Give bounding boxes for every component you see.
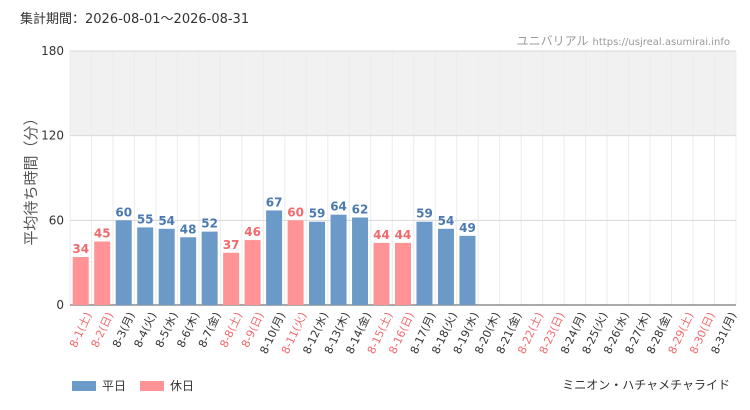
y-tick-label: 180	[41, 44, 64, 58]
bar	[201, 231, 218, 305]
bar	[437, 228, 454, 305]
bar	[244, 240, 261, 305]
site-url[interactable]: https://usjreal.asumirai.info	[592, 37, 730, 48]
legend-weekday: 平日	[72, 377, 126, 394]
bar	[180, 237, 197, 305]
bar	[352, 217, 369, 305]
bar	[266, 210, 283, 305]
bar	[395, 242, 411, 305]
bar	[459, 235, 476, 305]
shaded-band	[70, 51, 736, 136]
collection-period: 集計期間：2026-08-01～2026-08-31	[20, 12, 250, 27]
bar	[416, 221, 433, 305]
bar	[115, 220, 132, 305]
bar-value-label: 54	[158, 214, 175, 228]
bar-value-label: 59	[416, 207, 433, 221]
bar-value-label: 37	[223, 238, 240, 252]
bar-value-label: 45	[94, 227, 111, 241]
y-tick-label: 120	[41, 129, 64, 143]
chart-legend: 平日 休日	[72, 377, 202, 394]
bar-value-label: 34	[72, 242, 89, 256]
legend-weekday-swatch	[72, 380, 96, 391]
bar-value-label: 44	[395, 228, 412, 242]
bar-value-label: 48	[180, 222, 197, 236]
site-name: ユニバリアル	[516, 34, 589, 48]
bar-value-label: 59	[309, 207, 326, 221]
bar	[309, 221, 326, 305]
bar	[137, 227, 154, 305]
bar	[223, 252, 240, 305]
y-tick-label: 60	[49, 213, 64, 227]
bar-value-label: 44	[373, 228, 390, 242]
bar-value-label: 54	[438, 214, 455, 228]
bar-value-label: 60	[287, 205, 304, 219]
bar	[287, 220, 304, 305]
legend-weekday-label: 平日	[102, 379, 127, 393]
y-tick-label: 0	[56, 298, 64, 312]
bar-value-label: 52	[201, 217, 218, 231]
bar-value-label: 64	[330, 200, 347, 214]
bar-value-label: 46	[244, 225, 261, 239]
bar	[72, 257, 89, 305]
legend-holiday-swatch	[140, 380, 165, 391]
bar	[158, 228, 175, 305]
legend-holiday-label: 休日	[170, 379, 195, 393]
bar-value-label: 67	[266, 195, 283, 209]
y-axis-label: 平均待ち時間（分）	[22, 110, 40, 245]
legend-holiday: 休日	[140, 377, 194, 394]
bar	[373, 242, 390, 305]
bar-value-label: 49	[459, 221, 476, 235]
bar-value-label: 62	[352, 203, 369, 217]
bar	[94, 241, 111, 305]
site-credit: ユニバリアル https://usjreal.asumirai.info	[517, 32, 730, 49]
bar-value-label: 60	[115, 205, 132, 219]
bar-value-label: 55	[137, 212, 154, 226]
attraction-name: ミニオン・ハチャメチャライド	[562, 378, 730, 392]
bar	[330, 214, 347, 305]
